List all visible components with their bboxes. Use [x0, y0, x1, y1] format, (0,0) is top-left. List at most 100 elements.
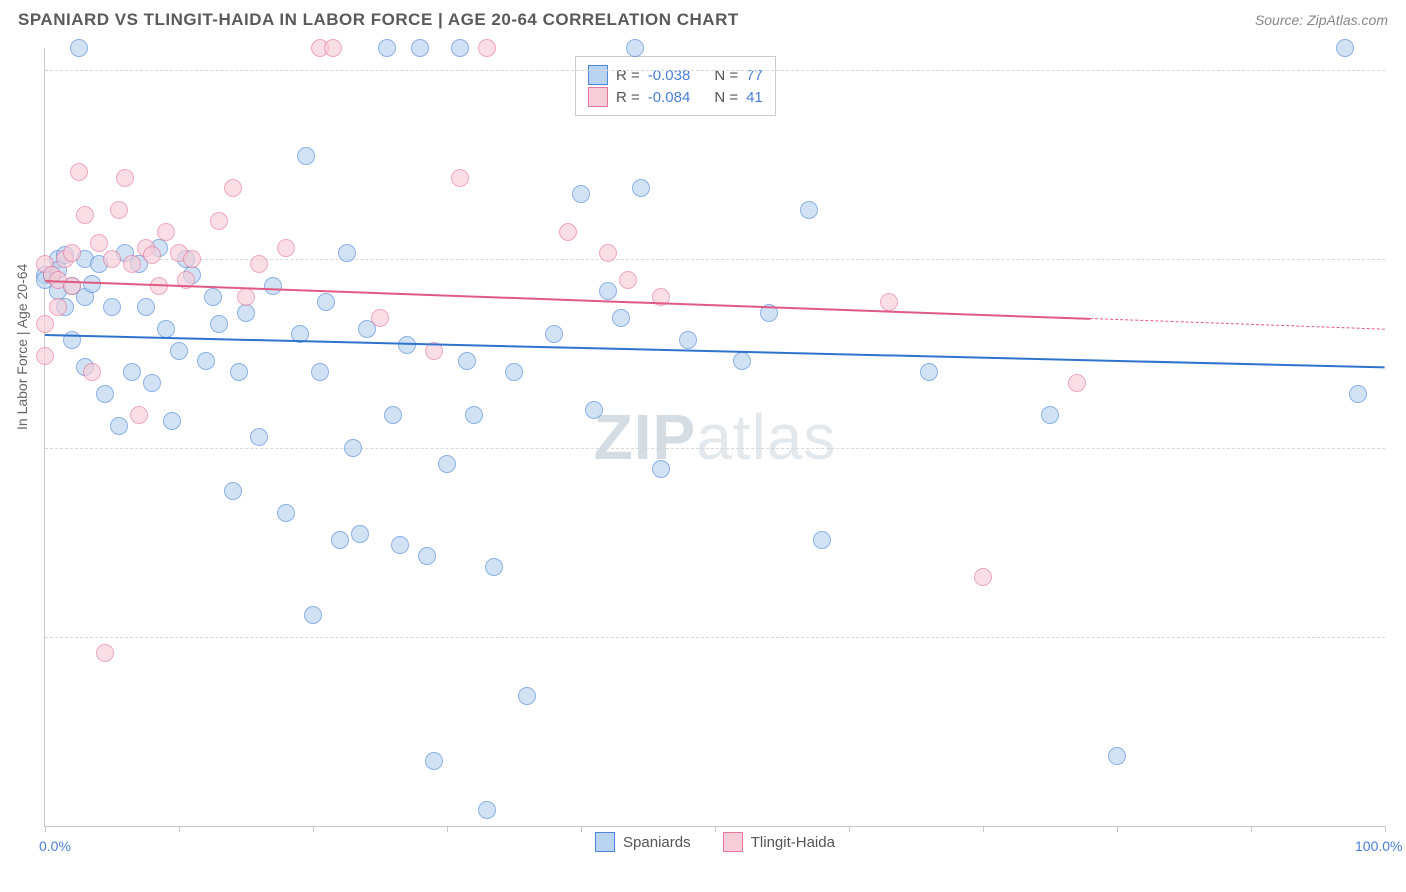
data-point — [70, 163, 88, 181]
data-point — [183, 250, 201, 268]
data-point — [96, 385, 114, 403]
trend-line — [45, 280, 1090, 320]
stat-r-label: R = — [616, 89, 640, 106]
x-tick — [313, 826, 314, 832]
grid-line — [45, 448, 1385, 449]
data-point — [264, 277, 282, 295]
data-point — [478, 39, 496, 57]
legend-swatch-b — [723, 832, 743, 852]
data-point — [143, 374, 161, 392]
data-point — [36, 347, 54, 365]
x-tick — [45, 826, 46, 832]
data-point — [813, 531, 831, 549]
data-point — [304, 606, 322, 624]
x-tick — [179, 826, 180, 832]
data-point — [83, 363, 101, 381]
x-tick — [1385, 826, 1386, 832]
data-point — [237, 288, 255, 306]
data-point — [123, 255, 141, 273]
stats-row-series-b: R = -0.084 N = 41 — [588, 87, 763, 107]
data-point — [297, 147, 315, 165]
data-point — [344, 439, 362, 457]
chart-header: SPANIARD VS TLINGIT-HAIDA IN LABOR FORCE… — [0, 0, 1406, 36]
data-point — [679, 331, 697, 349]
data-point — [384, 406, 402, 424]
data-point — [63, 277, 81, 295]
stats-row-series-a: R = -0.038 N = 77 — [588, 65, 763, 85]
watermark-light: atlas — [696, 401, 836, 473]
data-point — [96, 644, 114, 662]
legend-label-a: Spaniards — [623, 834, 691, 851]
data-point — [317, 293, 335, 311]
x-tick — [849, 826, 850, 832]
data-point — [76, 206, 94, 224]
data-point — [652, 460, 670, 478]
data-point — [351, 525, 369, 543]
data-point — [920, 363, 938, 381]
data-point — [378, 39, 396, 57]
data-point — [626, 39, 644, 57]
data-point — [197, 352, 215, 370]
data-point — [210, 315, 228, 333]
legend-item-a: Spaniards — [595, 832, 691, 852]
trend-line-extrapolated — [1090, 318, 1385, 330]
data-point — [398, 336, 416, 354]
data-point — [103, 250, 121, 268]
data-point — [518, 687, 536, 705]
stat-r-value-b: -0.084 — [648, 89, 691, 106]
scatter-chart: ZIPatlas R = -0.038 N = 77 R = -0.084 N … — [44, 48, 1385, 827]
x-tick — [715, 826, 716, 832]
data-point — [110, 417, 128, 435]
data-point — [458, 352, 476, 370]
data-point — [485, 558, 503, 576]
data-point — [90, 234, 108, 252]
grid-line — [45, 259, 1385, 260]
data-point — [70, 39, 88, 57]
swatch-series-b — [588, 87, 608, 107]
data-point — [163, 412, 181, 430]
data-point — [418, 547, 436, 565]
data-point — [1108, 747, 1126, 765]
data-point — [277, 239, 295, 257]
data-point — [237, 304, 255, 322]
x-tick — [1117, 826, 1118, 832]
data-point — [110, 201, 128, 219]
source-attribution: Source: ZipAtlas.com — [1255, 12, 1388, 28]
data-point — [425, 752, 443, 770]
data-point — [324, 39, 342, 57]
data-point — [204, 288, 222, 306]
data-point — [619, 271, 637, 289]
data-point — [1068, 374, 1086, 392]
chart-title: SPANIARD VS TLINGIT-HAIDA IN LABOR FORCE… — [18, 10, 739, 30]
data-point — [210, 212, 228, 230]
data-point — [157, 320, 175, 338]
correlation-stats-box: R = -0.038 N = 77 R = -0.084 N = 41 — [575, 56, 776, 116]
legend-label-b: Tlingit-Haida — [751, 834, 835, 851]
stat-n-label: N = — [714, 89, 738, 106]
x-tick — [983, 826, 984, 832]
data-point — [880, 293, 898, 311]
data-point — [157, 223, 175, 241]
data-point — [465, 406, 483, 424]
data-point — [224, 179, 242, 197]
swatch-series-a — [588, 65, 608, 85]
data-point — [1349, 385, 1367, 403]
x-tick — [1251, 826, 1252, 832]
data-point — [1336, 39, 1354, 57]
data-point — [371, 309, 389, 327]
grid-line — [45, 70, 1385, 71]
data-point — [391, 536, 409, 554]
x-tick — [447, 826, 448, 832]
data-point — [63, 331, 81, 349]
data-point — [438, 455, 456, 473]
x-tick-label: 100.0% — [1355, 838, 1402, 854]
data-point — [478, 801, 496, 819]
trend-line — [45, 334, 1385, 368]
data-point — [451, 169, 469, 187]
data-point — [143, 246, 161, 264]
data-point — [49, 298, 67, 316]
x-tick — [581, 826, 582, 832]
data-point — [800, 201, 818, 219]
data-point — [170, 342, 188, 360]
data-point — [599, 282, 617, 300]
